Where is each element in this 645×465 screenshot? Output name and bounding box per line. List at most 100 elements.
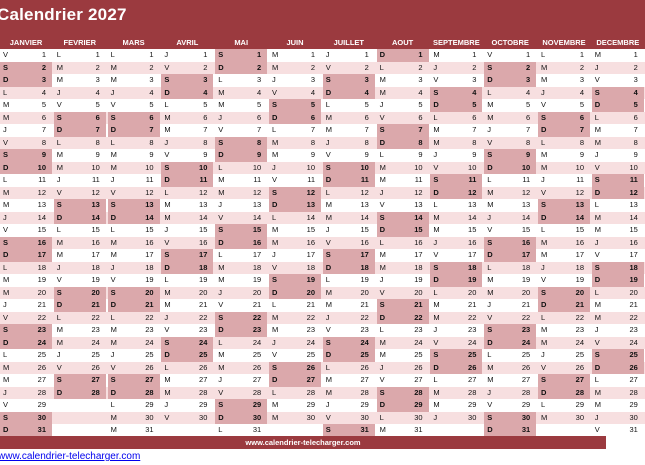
day-number: 19: [37, 275, 46, 284]
day-cell: J 21: [484, 299, 536, 312]
day-number: 15: [360, 225, 369, 234]
day-cell: M 22: [269, 312, 321, 325]
day-cell: D 25: [322, 349, 375, 362]
day-number: 15: [575, 225, 584, 234]
weekday-letter: M: [272, 50, 279, 59]
weekday-letter: S: [433, 350, 439, 359]
weekday-letter: M: [272, 137, 279, 147]
weekday-letter: J: [110, 87, 115, 97]
day-number: 29: [629, 400, 638, 409]
weekday-letter: J: [164, 50, 169, 59]
day-number: 9: [41, 150, 46, 159]
day-number: 12: [629, 187, 638, 197]
day-cell: J 23: [430, 324, 482, 337]
day-number: 26: [145, 362, 154, 372]
weekday-letter: J: [594, 62, 599, 72]
day-number: 4: [257, 87, 262, 97]
day-cell: D 27: [269, 374, 321, 387]
weekday-letter: M: [379, 262, 386, 272]
day-number: 19: [468, 275, 477, 284]
day-number: 25: [37, 350, 46, 359]
day-number: 2: [149, 62, 154, 72]
day-number: 27: [37, 375, 46, 384]
day-number: 12: [91, 187, 100, 197]
weekday-letter: M: [218, 262, 225, 272]
weekday-letter: D: [325, 262, 332, 272]
day-cell: V 17: [592, 249, 644, 262]
weekday-letter: V: [379, 375, 385, 384]
day-cell: D 11: [161, 174, 214, 187]
day-number: 24: [145, 337, 154, 347]
weekday-letter: J: [487, 125, 491, 134]
day-number: 2: [633, 62, 638, 72]
weekday-letter: S: [218, 137, 224, 147]
day-cell: V 30: [161, 412, 213, 425]
day-number: 25: [145, 350, 154, 359]
weekday-letter: M: [164, 212, 171, 222]
day-number: 4: [41, 87, 46, 97]
weekday-letter: V: [433, 162, 439, 172]
weekday-letter: M: [433, 300, 440, 309]
day-row: M 13 S 13 S 13 M 13 J 13 D 13 M 13 V 13 L 13 M 13 S 13 L 13: [0, 199, 645, 212]
website-link[interactable]: www.calendrier-telecharger.com: [0, 451, 141, 462]
day-number: 26: [252, 362, 262, 372]
day-number: 17: [629, 250, 638, 259]
day-number: 3: [41, 75, 46, 84]
day-cell: M 31: [108, 424, 160, 437]
weekday-letter: L: [272, 387, 277, 397]
weekday-letter: J: [272, 75, 276, 84]
day-number: 22: [468, 312, 477, 322]
month-header: JUIN: [286, 38, 304, 47]
day-cell: S 31: [322, 424, 375, 437]
day-number: 15: [521, 225, 531, 234]
day-cell: V 22: [484, 312, 536, 325]
weekday-letter: M: [110, 62, 117, 72]
weekday-letter: D: [3, 250, 9, 259]
day-cell: D 10: [484, 161, 537, 174]
weekday-letter: J: [487, 387, 491, 397]
day-number: 15: [306, 225, 315, 234]
day-number: 31: [521, 425, 531, 434]
weekday-letter: J: [272, 250, 276, 259]
day-cell: V 27: [377, 374, 429, 387]
day-cell: M 13: [0, 199, 52, 212]
day-cell: S 15: [215, 224, 268, 237]
weekday-letter: M: [325, 287, 333, 297]
weekday-letter: V: [272, 175, 278, 184]
day-cell: M 29: [430, 399, 482, 412]
weekday-letter: D: [56, 125, 63, 134]
weekday-letter: V: [3, 400, 9, 409]
day-cell: M 13: [484, 199, 536, 212]
weekday-letter: J: [3, 212, 7, 222]
day-number: 6: [95, 112, 100, 122]
day-cell: S 27: [538, 374, 590, 387]
weekday-letter: L: [218, 250, 223, 259]
day-row: J 21 D 21 D 21 M 21 V 21 L 21 M 21 S 21 M 21 J 21 D 21 M 21: [0, 299, 645, 312]
weekday-letter: M: [56, 62, 64, 72]
day-number: 11: [414, 175, 423, 184]
day-number: 18: [91, 262, 100, 272]
day-number: 27: [575, 375, 584, 384]
weekday-letter: M: [379, 75, 386, 84]
weekday-letter: J: [56, 175, 61, 184]
day-cell: M 10: [377, 162, 429, 175]
day-cell: L 18: [484, 262, 536, 275]
weekday-letter: L: [379, 412, 384, 422]
day-number: 30: [414, 412, 423, 422]
weekday-letter: S: [379, 300, 385, 309]
day-cell: S 23: [484, 324, 537, 337]
weekday-letter: S: [110, 375, 116, 384]
day-number: 21: [360, 300, 369, 309]
